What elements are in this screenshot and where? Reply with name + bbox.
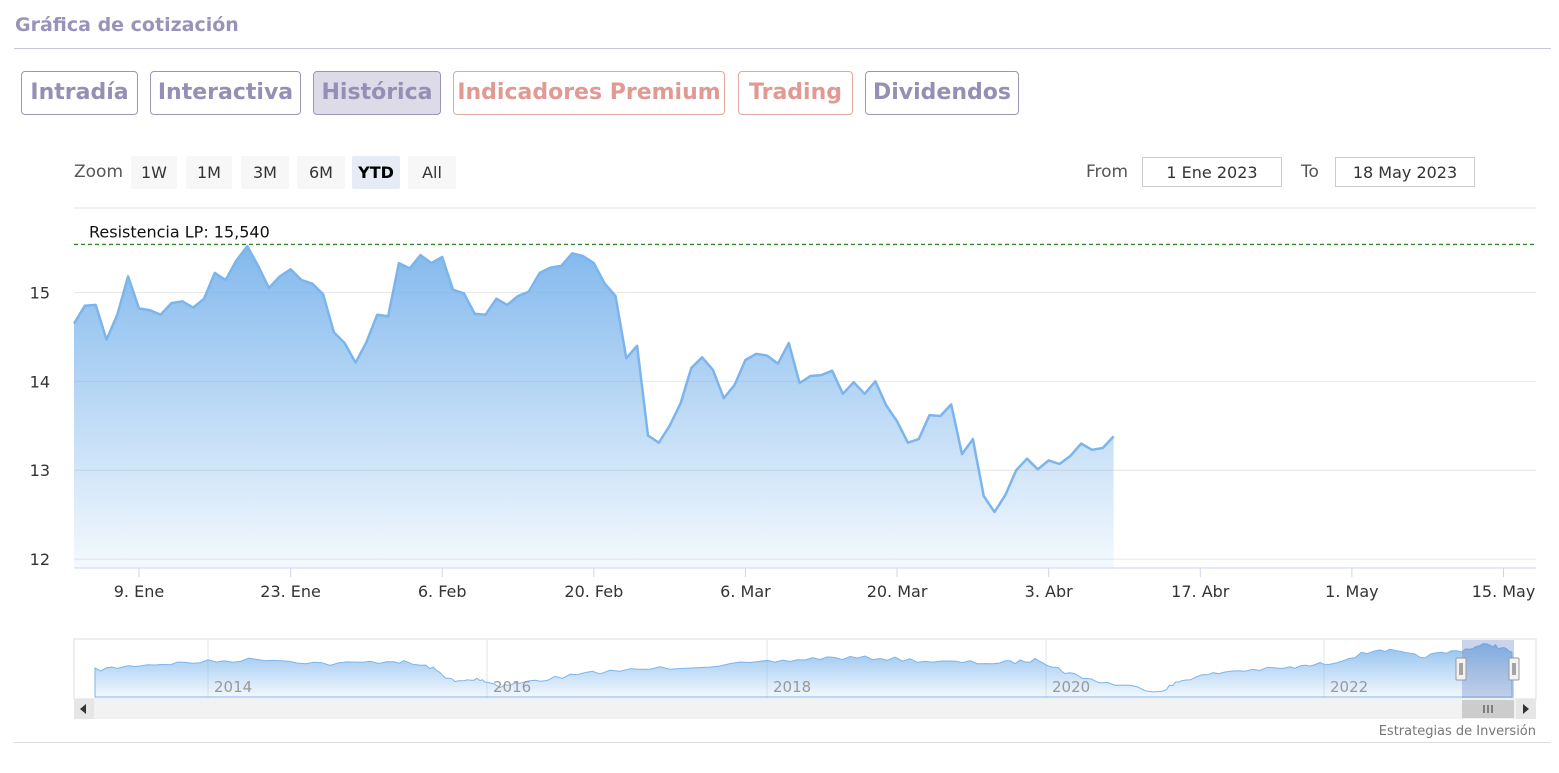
range-to-label: To — [1301, 162, 1319, 182]
arrow-right-icon — [1523, 704, 1529, 714]
tab-indicadores-premium[interactable]: Indicadores Premium — [453, 71, 725, 115]
navigator-selection[interactable] — [1462, 640, 1514, 698]
navigator-right-handle[interactable] — [1508, 657, 1520, 681]
navigator-year-label: 2016 — [493, 678, 531, 696]
y-tick-label: 14 — [30, 372, 50, 391]
scrollbar-track[interactable] — [74, 699, 1536, 719]
x-tick-label: 6. Mar — [720, 582, 771, 601]
navigator-year-label: 2014 — [214, 678, 252, 696]
x-tick-label: 17. Abr — [1171, 582, 1230, 601]
chart-credit: Estrategias de Inversión — [1379, 724, 1536, 739]
y-tick-label: 15 — [30, 283, 50, 302]
series-line — [72, 244, 1115, 514]
range-to-input[interactable]: 18 May 2023 — [1335, 157, 1475, 187]
zoom-3m-button[interactable]: 3M — [241, 156, 289, 189]
resistance-label: Resistencia LP: 15,540 — [89, 222, 270, 241]
navigator-year-label: 2020 — [1052, 678, 1090, 696]
tab-interactiva[interactable]: Interactiva — [150, 71, 301, 115]
tab-dividendos[interactable]: Dividendos — [865, 71, 1019, 115]
zoom-ytd-button[interactable]: YTD — [352, 156, 400, 189]
zoom-1w-button[interactable]: 1W — [131, 156, 177, 189]
x-tick-label: 15. May — [1472, 582, 1536, 601]
navigator-series — [94, 643, 1513, 698]
zoom-all-button[interactable]: All — [408, 156, 456, 189]
x-tick-label: 23. Ene — [260, 582, 321, 601]
zoom-1m-button[interactable]: 1M — [186, 156, 232, 189]
arrow-left-icon — [80, 704, 86, 714]
series-area — [74, 246, 1114, 568]
range-from-label: From — [1086, 162, 1129, 182]
navigator[interactable]: 2014 2016 2018 2020 2022 — [73, 638, 1537, 700]
x-tick-label: 1. May — [1325, 582, 1378, 601]
tab-historica[interactable]: Histórica — [313, 71, 441, 115]
navigator-year-label: 2018 — [773, 678, 811, 696]
navigator-left-handle[interactable] — [1455, 657, 1467, 681]
range-from-input[interactable]: 1 Ene 2023 — [1142, 157, 1282, 187]
zoom-6m-button[interactable]: 6M — [297, 156, 345, 189]
x-tick-label: 9. Ene — [114, 582, 164, 601]
x-tick-label: 20. Mar — [867, 582, 928, 601]
title-divider — [14, 48, 1551, 49]
footer-divider — [14, 742, 1551, 743]
section-title: Gráfica de cotización — [15, 14, 239, 36]
y-tick-label: 12 — [30, 550, 50, 569]
zoom-label: Zoom — [74, 162, 124, 182]
tab-trading[interactable]: Trading — [738, 71, 853, 115]
scrollbar[interactable] — [74, 699, 1536, 719]
x-tick-label: 3. Abr — [1025, 582, 1073, 601]
tab-intradia[interactable]: Intradía — [21, 71, 138, 115]
x-tick-label: 6. Feb — [418, 582, 467, 601]
y-tick-label: 13 — [30, 461, 50, 480]
x-tick-label: 20. Feb — [564, 582, 623, 601]
navigator-year-label: 2022 — [1330, 678, 1368, 696]
